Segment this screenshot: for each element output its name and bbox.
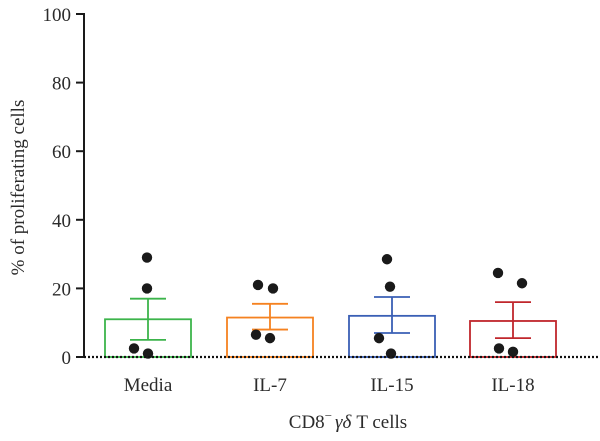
x-tick-label-media: Media bbox=[124, 375, 173, 396]
data-point bbox=[381, 254, 393, 265]
x-axis-tick-labels: Media IL-7 IL-15 IL-18 bbox=[124, 375, 535, 396]
data-point bbox=[492, 267, 504, 279]
y-tick-label: 100 bbox=[43, 5, 72, 26]
y-tick-label: 60 bbox=[52, 142, 71, 163]
x-tick-label-il-18: IL-18 bbox=[491, 375, 534, 396]
y-axis-title: % of proliferating cells bbox=[8, 100, 29, 276]
x-axis-title: CD8− γδ T cells bbox=[289, 408, 407, 433]
x-title-greek: γδ bbox=[335, 412, 352, 433]
data-points-group bbox=[128, 252, 528, 359]
x-title-superscript: − bbox=[325, 408, 332, 423]
y-tick-label: 80 bbox=[52, 74, 71, 95]
data-point bbox=[516, 278, 528, 289]
data-point bbox=[507, 346, 519, 358]
x-tick-label-il-15: IL-15 bbox=[370, 375, 413, 396]
data-point bbox=[267, 283, 279, 294]
x-title-suffix: T cells bbox=[356, 412, 407, 433]
data-point bbox=[264, 332, 276, 344]
data-point bbox=[385, 348, 397, 359]
x-title-prefix: CD8 bbox=[289, 412, 325, 433]
data-point bbox=[384, 281, 396, 292]
y-tick-label: 20 bbox=[52, 279, 71, 300]
data-point bbox=[128, 343, 140, 354]
bars-group bbox=[104, 314, 557, 358]
y-tick-label: 40 bbox=[52, 211, 71, 232]
error-bars-group bbox=[130, 296, 531, 341]
y-tick-label: 0 bbox=[62, 348, 72, 369]
data-point bbox=[373, 332, 385, 344]
y-axis-ticks: 0 20 40 60 80 100 bbox=[43, 5, 84, 369]
x-tick-label-il-7: IL-7 bbox=[253, 375, 287, 396]
data-point bbox=[141, 283, 153, 294]
data-point bbox=[250, 329, 262, 340]
data-point bbox=[141, 252, 153, 263]
data-point bbox=[252, 279, 264, 291]
data-point bbox=[493, 343, 505, 354]
